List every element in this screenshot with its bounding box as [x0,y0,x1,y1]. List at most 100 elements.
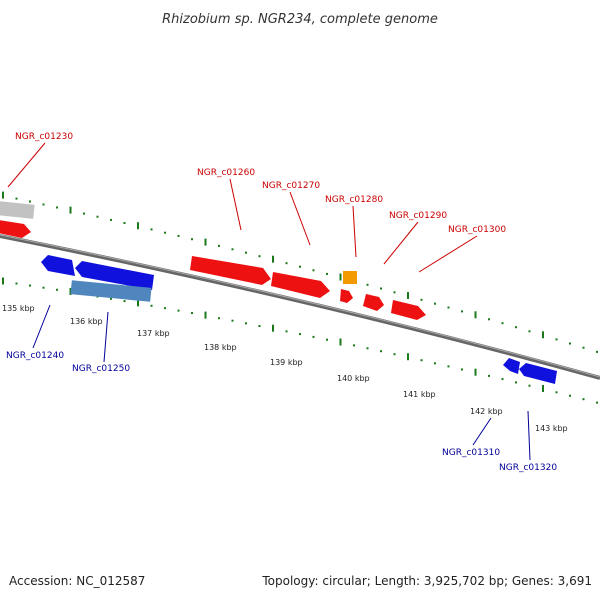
gene-label[interactable]: NGR_c01320 [499,463,557,473]
minor-tick [56,206,58,209]
minor-tick [150,304,153,307]
minor-tick [434,302,436,305]
minor-tick [258,255,261,258]
minor-tick [15,282,18,285]
reverse-gene-labels: NGR_c01240 NGR_c01250 NGR_c01310 NGR_c01… [6,304,557,473]
gene-label[interactable]: NGR_c01230 [15,132,73,142]
genome-backbone-highlight [0,234,600,378]
minor-tick [447,365,450,368]
minor-tick [245,251,247,254]
tick-label: 137 kbp [137,329,170,338]
minor-tick [150,228,153,231]
gene-arrow-forward[interactable] [0,220,31,238]
minor-tick [326,272,328,275]
gene-label[interactable]: NGR_c01270 [262,181,320,191]
minor-tick [420,298,423,301]
major-tick [2,277,4,285]
minor-tick [177,309,180,312]
gene-label[interactable]: NGR_c01300 [448,225,506,235]
gene-label[interactable]: NGR_c01250 [72,364,130,374]
gene-label[interactable]: NGR_c01280 [325,195,383,205]
minor-tick [231,248,234,251]
genome-backbone [0,234,600,380]
minor-tick [501,378,504,381]
minor-tick [528,384,531,387]
tick-label: 136 kbp [70,317,103,326]
minor-tick [393,291,396,294]
features [0,201,557,384]
gray-feature[interactable] [0,201,35,219]
minor-tick [218,317,220,320]
minor-tick [42,203,45,206]
minor-tick [177,234,180,237]
major-tick [69,288,72,295]
gene-arrow-forward-ngr-c01280[interactable] [340,289,353,303]
minor-tick [447,306,450,309]
major-tick [204,238,207,246]
map-title: Rhizobium sp. NGR234, complete genome [162,12,438,27]
tick-label: 142 kbp [470,407,503,416]
tick-label: 135 kbp [2,304,35,313]
minor-tick [582,346,585,349]
minor-tick [96,215,99,218]
gene-label[interactable]: NGR_c01240 [6,351,64,361]
outer-tick-ring [2,191,598,353]
minor-tick [123,300,126,303]
major-tick [542,331,544,339]
inner-tick-ring [2,277,598,404]
scale-labels: 135 kbp 136 kbp 137 kbp 138 kbp 139 kbp … [2,304,568,433]
gene-arrow-reverse[interactable] [41,255,75,276]
gene-arrow-forward-ngr-c01300[interactable] [391,300,426,320]
minor-tick [515,381,517,384]
minor-tick [461,368,463,371]
minor-tick [258,325,261,327]
minor-tick [380,287,382,290]
minor-tick [366,347,369,350]
minor-tick [83,212,85,215]
gene-arrow-reverse[interactable] [75,261,154,290]
minor-tick [29,284,31,287]
minor-tick [29,200,31,203]
minor-tick [164,307,166,310]
minor-tick [164,231,166,234]
gene-arrow-forward-ngr-c01290[interactable] [363,294,384,311]
steelblue-feature[interactable] [70,280,152,302]
minor-tick [312,335,315,338]
minor-tick [434,362,436,365]
minor-tick [285,262,288,265]
minor-tick [285,330,288,333]
gene-arrow-reverse-ngr-c01320[interactable] [519,363,557,384]
gene-label[interactable]: NGR_c01290 [389,211,447,221]
gene-arrow-forward-ngr-c01260[interactable] [190,256,271,285]
major-tick [272,324,274,332]
orange-feature[interactable] [343,271,357,284]
minor-tick [393,353,396,356]
gene-label[interactable]: NGR_c01310 [442,448,500,458]
minor-tick [56,288,58,291]
tick-label: 140 kbp [337,374,370,383]
minor-tick [231,319,234,322]
minor-tick [110,297,112,300]
major-tick [474,311,477,319]
major-tick [339,338,342,346]
minor-tick [299,265,301,268]
minor-tick [312,269,315,272]
minor-tick [366,283,369,286]
major-tick [542,385,544,392]
minor-tick [582,398,585,401]
major-tick [204,311,207,319]
minor-tick [555,391,558,394]
minor-tick [528,330,531,333]
gene-arrow-forward-ngr-c01270[interactable] [271,272,330,298]
minor-tick [515,326,517,329]
minor-tick [569,342,571,345]
minor-tick [555,338,558,341]
major-tick [272,255,274,263]
minor-tick [15,197,18,200]
minor-tick [42,286,45,289]
tick-label: 143 kbp [535,424,568,433]
major-tick [407,292,409,299]
gene-arrow-reverse-ngr-c01310[interactable] [503,358,520,374]
gene-label[interactable]: NGR_c01260 [197,168,255,178]
